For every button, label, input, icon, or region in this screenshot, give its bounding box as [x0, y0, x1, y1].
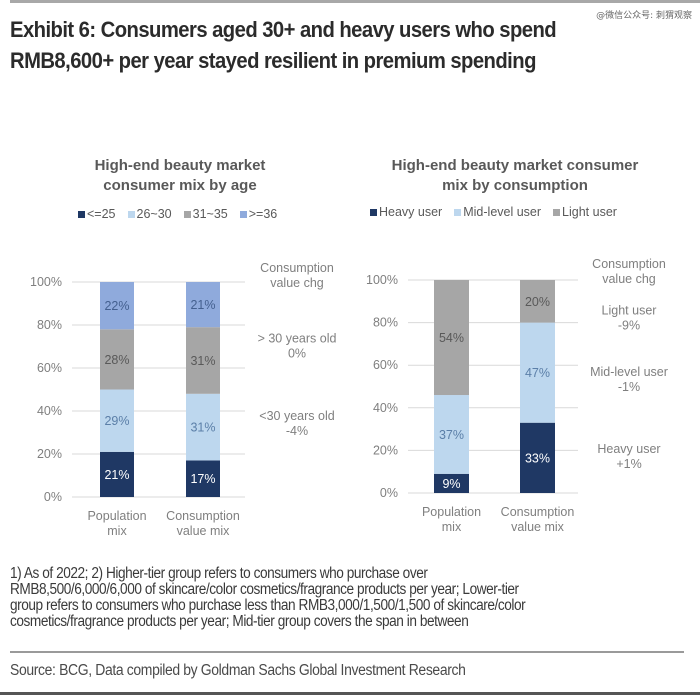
annotation-value: -9% [618, 318, 640, 332]
legend-label: Heavy user [379, 205, 443, 219]
y-tick-label: 0% [380, 486, 398, 500]
annotation-label: <30 years old [259, 409, 334, 423]
annotation-value: +1% [616, 457, 641, 471]
annotation-label: Heavy user [597, 442, 660, 456]
bar-segment [520, 280, 555, 323]
bar-segment [434, 280, 469, 396]
y-tick-label: 20% [37, 447, 62, 461]
bar-segment [434, 395, 469, 474]
category-label: value mix [511, 520, 565, 534]
y-tick-label: 60% [37, 361, 62, 375]
top-rule [10, 0, 700, 3]
legend-item: 26~30 [127, 207, 172, 221]
bar-segment [100, 451, 134, 497]
annotation-header: value chg [602, 272, 656, 286]
y-tick-label: 40% [373, 401, 398, 415]
legend-label: 31~35 [192, 207, 228, 221]
category-label: Population [87, 509, 146, 523]
annotation-header: Consumption [260, 261, 334, 275]
annotation-value: -1% [618, 380, 640, 394]
bar-segment [520, 322, 555, 423]
category-label: Consumption [501, 505, 575, 519]
legend-item: Mid-level user [454, 205, 541, 219]
legend-consumption: Heavy user Mid-level user Light user [370, 205, 617, 219]
bar-segment [520, 422, 555, 493]
data-label: 29% [104, 414, 129, 428]
y-tick-label: 80% [373, 316, 398, 330]
annotation-header: Consumption [592, 257, 666, 271]
legend-item: Light user [553, 205, 617, 219]
data-label: 22% [104, 299, 129, 313]
annotation-value: -4% [286, 424, 308, 438]
bar-segment [186, 327, 220, 394]
source-divider [10, 651, 684, 653]
legend-label: 26~30 [136, 207, 172, 221]
exhibit-title: Exhibit 6: Consumers aged 30+ and heavy … [10, 17, 557, 73]
category-label: mix [107, 524, 127, 538]
bar-segment [434, 473, 469, 493]
legend-label: Mid-level user [463, 205, 542, 219]
y-tick-label: 100% [366, 273, 398, 287]
annotation-value: 0% [288, 347, 306, 361]
data-label: 47% [525, 366, 550, 380]
data-label: 20% [525, 295, 550, 309]
category-label: mix [442, 520, 462, 534]
legend-swatch [78, 210, 85, 218]
footnote: 1) As of 2022; 2) Higher-tier group refe… [10, 565, 526, 630]
watermark: @微信公众号: 刺猬观察 [596, 11, 692, 21]
legend-swatch [183, 210, 191, 218]
y-tick-label: 20% [373, 443, 398, 457]
legend-item: 31~35 [183, 207, 228, 221]
category-label: Consumption [166, 509, 240, 523]
bar-segment [186, 282, 220, 328]
legend-item: >=36 [239, 207, 278, 221]
bar-segment [100, 329, 134, 390]
charts-canvas: 0% 20% 40% 60% 80% 100% 21% 29% 28% 22% Population… [30, 257, 668, 538]
chart-title-age: High-end beauty market consumer mix by a… [94, 157, 266, 194]
annotation-label: Mid-level user [590, 365, 668, 379]
data-label: 37% [439, 428, 464, 442]
legend-item: <=25 [78, 207, 116, 221]
legend-label: Light user [562, 205, 617, 219]
y-tick-label: 60% [373, 358, 398, 372]
data-label: 21% [190, 298, 215, 312]
chart-title-consumption: High-end beauty market consumer mix by c… [391, 157, 639, 194]
data-label: 54% [439, 331, 464, 345]
data-label: 31% [190, 421, 215, 435]
bar-segment [100, 282, 134, 330]
y-tick-label: 40% [37, 404, 62, 418]
y-tick-label: 0% [44, 490, 62, 504]
legend-swatch [370, 208, 377, 216]
bar-segment [186, 393, 220, 461]
category-label: value mix [177, 524, 231, 538]
bottom-rule [0, 692, 700, 695]
legend-label: <=25 [87, 207, 116, 221]
data-label: 17% [190, 472, 215, 486]
legend-label: >=36 [248, 207, 278, 221]
data-label: 31% [190, 354, 215, 368]
legend-age: <=25 26~30 31~35 >=36 [78, 207, 277, 221]
legend-item: Heavy user [370, 205, 442, 219]
y-tick-label: 100% [30, 275, 62, 289]
legend-swatch [127, 210, 135, 218]
bar-segment [186, 460, 220, 497]
data-label: 9% [442, 477, 460, 491]
category-label: Population [422, 505, 481, 519]
bar-segment [100, 389, 134, 452]
annotation-label: Light user [602, 303, 657, 317]
legend-swatch [454, 208, 462, 216]
y-tick-label: 80% [37, 318, 62, 332]
data-label: 21% [104, 468, 129, 482]
data-label: 33% [525, 451, 550, 465]
annotation-header: value chg [270, 276, 324, 290]
data-label: 28% [104, 353, 129, 367]
legend-swatch [239, 210, 247, 218]
source-text: Source: BCG, Data compiled by Goldman Sa… [10, 662, 466, 679]
annotation-label: > 30 years old [258, 332, 337, 346]
legend-swatch [553, 208, 561, 216]
